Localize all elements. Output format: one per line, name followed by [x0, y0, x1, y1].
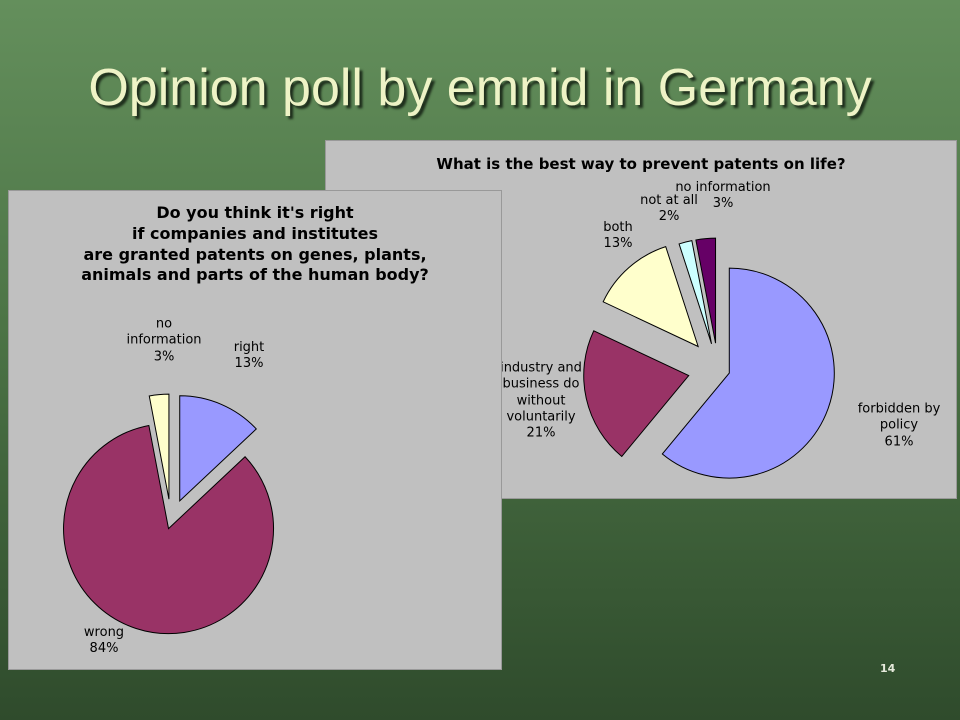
- slide-title: Opinion poll by emnid in Germany: [88, 59, 872, 117]
- pie-slice: [583, 330, 690, 458]
- pie-slice: [602, 246, 699, 348]
- slice-label: wrong 84%: [69, 625, 139, 658]
- chart-panel: right 13% wrong 84% no information 3% Do you t…: [8, 190, 502, 670]
- chart-title: What is the best way to prevent patents …: [436, 155, 846, 173]
- category-label: no information: [126, 316, 202, 348]
- category-label: right: [233, 339, 265, 355]
- value-label: 61%: [884, 434, 914, 450]
- plot-area: [583, 237, 835, 479]
- page-number: 14: [880, 662, 896, 675]
- value-label: 3%: [153, 349, 175, 365]
- category-label: no information: [675, 179, 771, 195]
- slice-label: not at all 2%: [634, 193, 704, 226]
- chart-title: Do you think it's right if companies and…: [81, 203, 429, 285]
- plot-area: [63, 393, 274, 635]
- category-label: wrong: [83, 624, 125, 640]
- slice-label: both 13%: [588, 220, 648, 253]
- slice-label: no information 3%: [663, 180, 783, 213]
- pie-slice: [179, 395, 257, 502]
- pie-slice: [678, 240, 713, 344]
- slice-label: right 13%: [219, 340, 279, 373]
- category-label: industry and business do without volunta…: [500, 360, 582, 425]
- value-label: 84%: [89, 641, 119, 656]
- pie-slice: [63, 424, 274, 635]
- value-label: 21%: [526, 425, 556, 441]
- value-label: 13%: [603, 236, 633, 251]
- value-label: 13%: [234, 356, 264, 371]
- slice-label: no information 3%: [119, 317, 209, 366]
- slice-label: industry and business do without volunta…: [494, 360, 589, 441]
- category-label: both: [603, 219, 633, 235]
- slice-label: forbidden by policy 61%: [844, 402, 954, 451]
- category-label: forbidden by policy: [857, 401, 941, 433]
- value-label: 2%: [658, 209, 680, 224]
- pie-slice: [661, 267, 835, 479]
- category-label: not at all: [640, 192, 698, 208]
- value-label: 3%: [712, 196, 734, 211]
- pie-slice: [695, 237, 717, 344]
- pie-slice: [148, 393, 170, 500]
